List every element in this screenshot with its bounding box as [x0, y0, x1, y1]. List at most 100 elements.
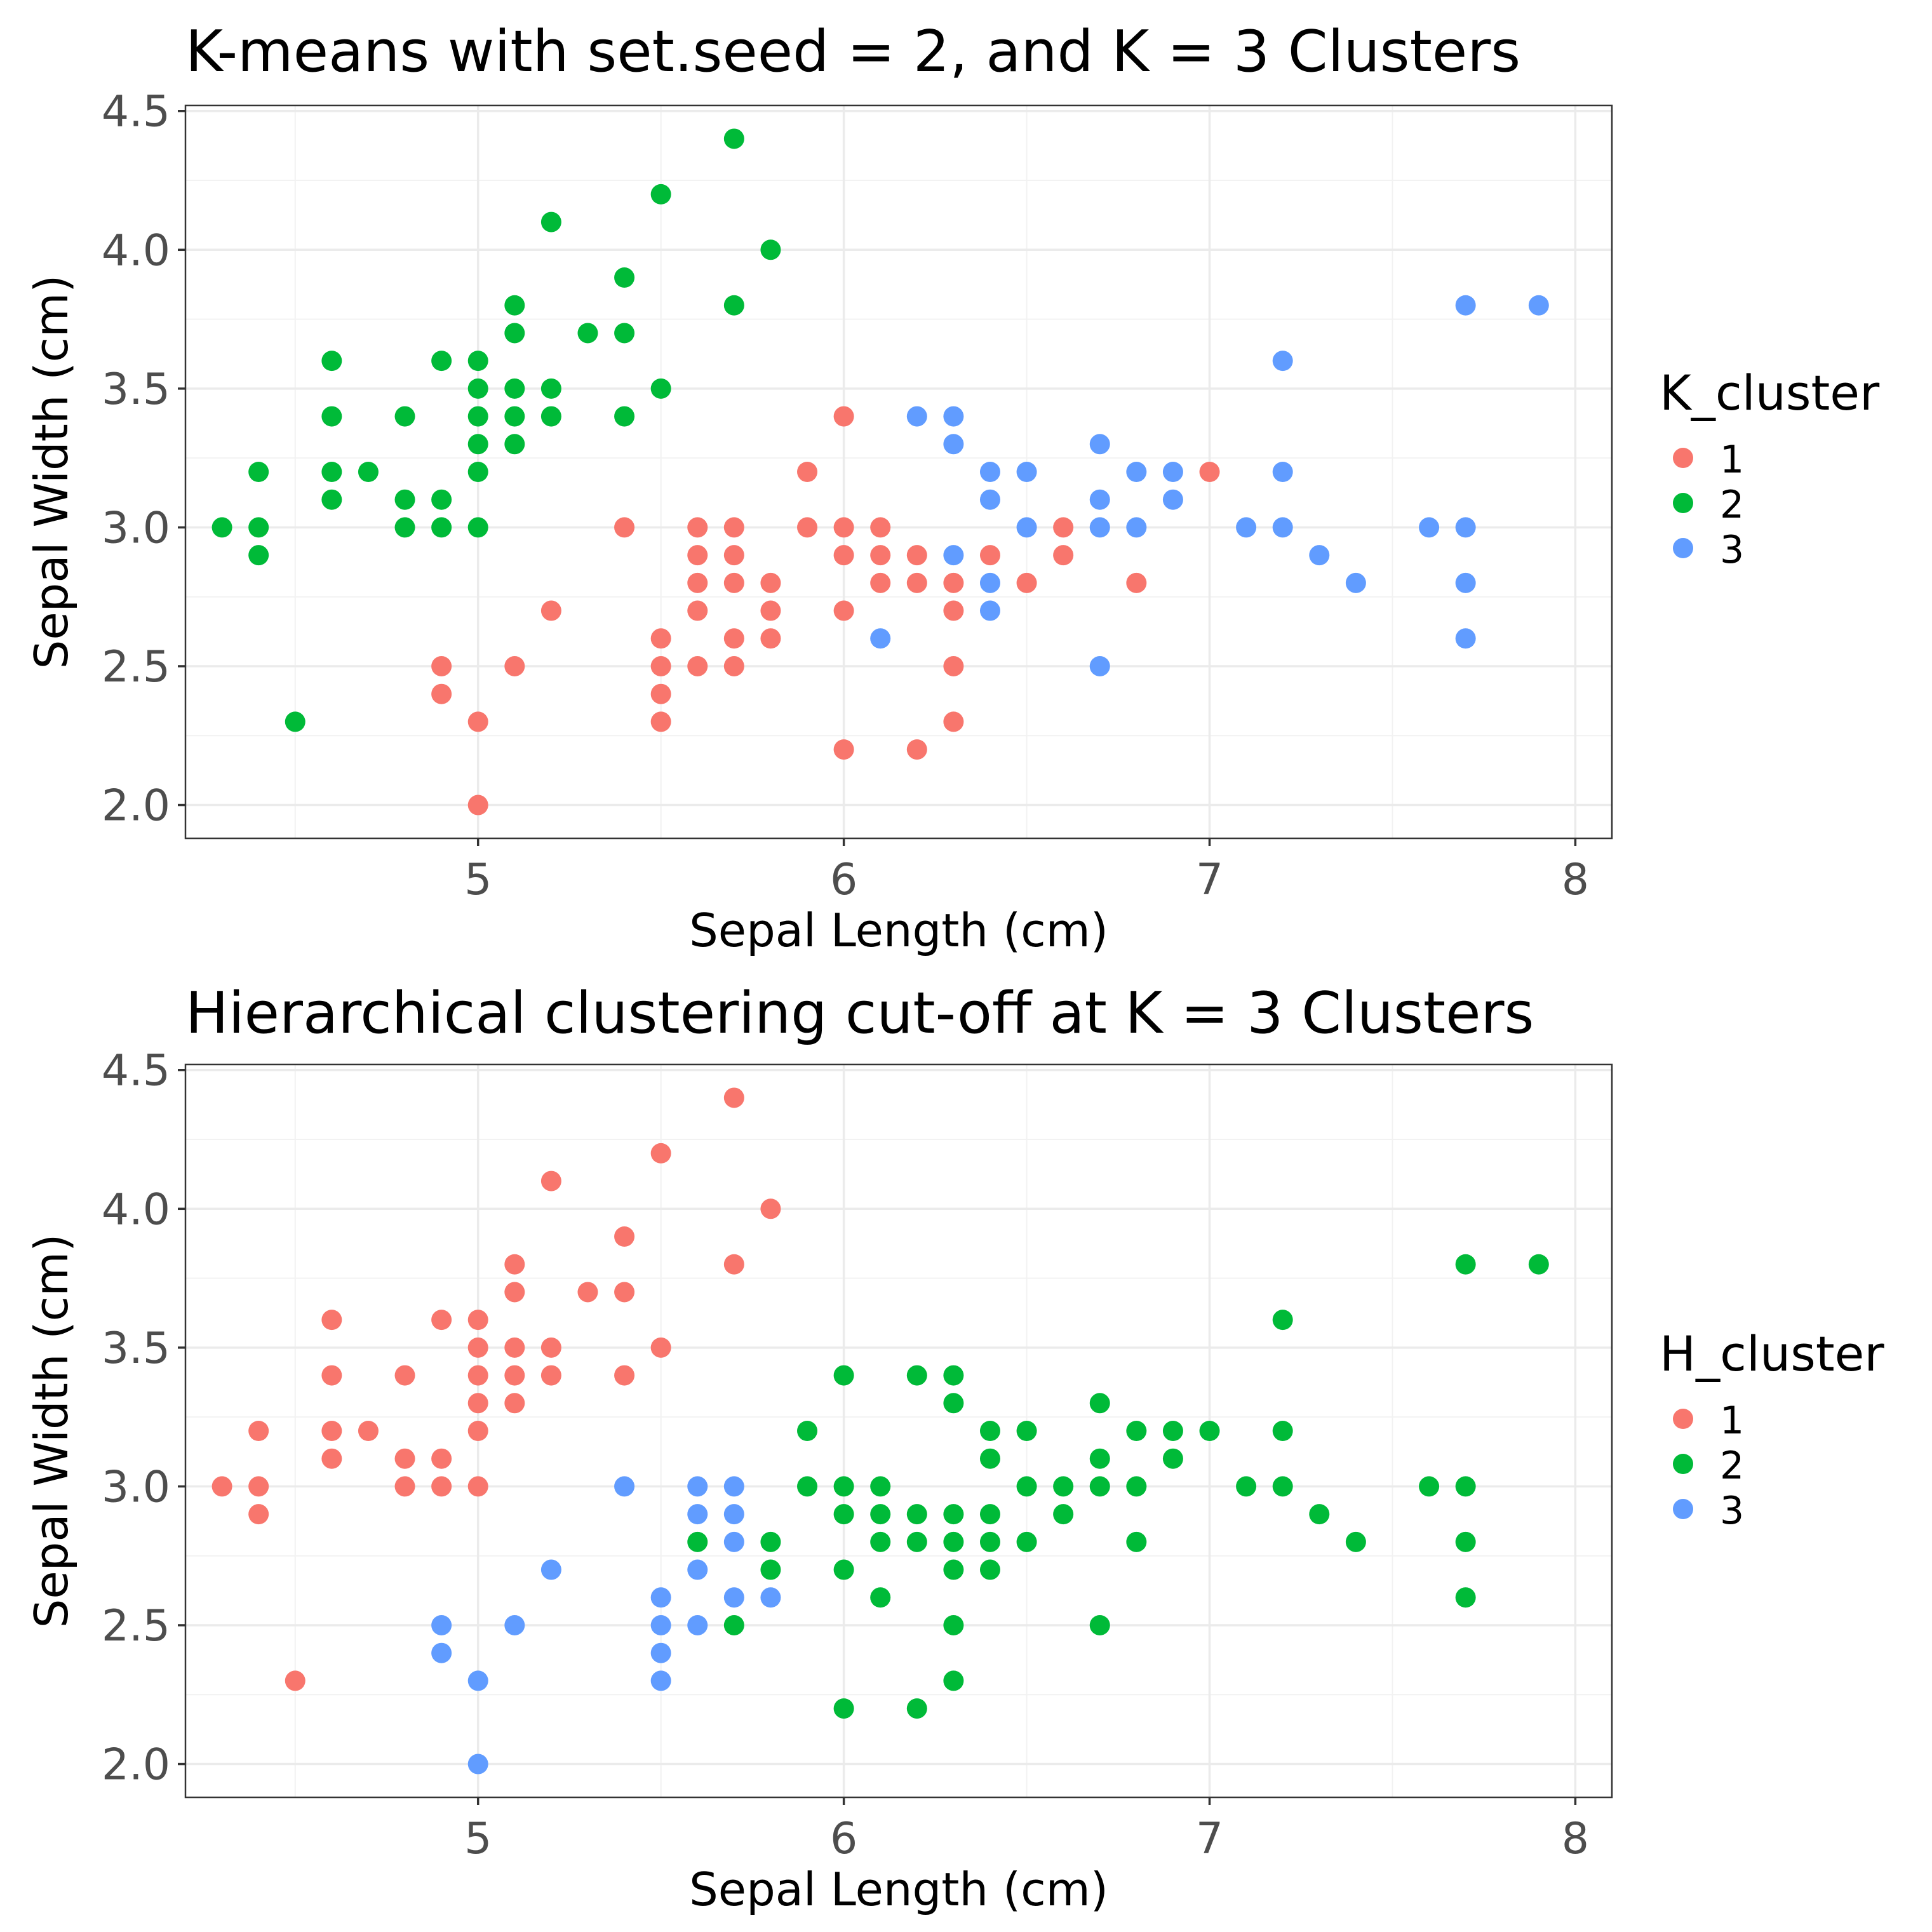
x-tick-label: 6 — [830, 855, 857, 905]
data-point — [943, 434, 964, 455]
data-point — [1455, 295, 1476, 316]
y-axis-title: Sepal Width (cm) — [25, 275, 78, 669]
data-point — [1528, 295, 1549, 316]
data-point — [1053, 1504, 1074, 1525]
data-point — [870, 1504, 891, 1525]
data-point — [870, 517, 891, 538]
data-point — [943, 655, 964, 676]
data-point — [979, 1421, 1000, 1441]
data-point — [577, 1282, 598, 1303]
data-point — [467, 1670, 488, 1691]
data-point — [687, 655, 708, 676]
data-point — [504, 295, 525, 316]
data-point — [760, 1198, 781, 1219]
data-point — [504, 1393, 525, 1414]
data-point — [979, 600, 1000, 621]
legend-label: 1 — [1720, 438, 1744, 482]
data-point — [1455, 628, 1476, 649]
data-point — [687, 545, 708, 566]
series-2-points — [211, 128, 781, 732]
data-point — [833, 1365, 854, 1386]
data-point — [321, 1448, 342, 1469]
x-tick-label: 8 — [1562, 1814, 1589, 1864]
data-point — [1126, 1421, 1147, 1441]
data-point — [1309, 1504, 1330, 1525]
data-point — [540, 406, 561, 427]
x-tick-label: 7 — [1196, 1814, 1223, 1864]
data-point — [906, 1365, 927, 1386]
chart-panel-2: Hierarchical clustering cut-off at K = 3… — [25, 980, 1884, 1916]
data-point — [321, 489, 342, 510]
data-point — [1089, 1476, 1110, 1497]
data-point — [723, 1087, 744, 1108]
data-point — [687, 1504, 708, 1525]
series-3-points — [870, 295, 1549, 676]
data-point — [760, 239, 781, 260]
data-point — [1126, 517, 1147, 538]
data-point — [1016, 517, 1037, 538]
data-point — [1016, 572, 1037, 593]
data-point — [979, 545, 1000, 566]
data-point — [285, 711, 305, 732]
data-point — [1455, 1254, 1476, 1275]
data-point — [650, 184, 671, 205]
data-point — [1162, 462, 1183, 482]
data-point — [504, 1614, 525, 1635]
data-point — [540, 600, 561, 621]
data-point — [870, 545, 891, 566]
data-point — [540, 1337, 561, 1358]
legend-title: H_cluster — [1660, 1325, 1884, 1382]
x-tick-label: 7 — [1196, 855, 1223, 905]
legend: K_cluster 123 — [1660, 365, 1880, 572]
data-point — [1455, 572, 1476, 593]
data-point — [431, 517, 452, 538]
data-point — [1089, 1614, 1110, 1635]
data-point — [1528, 1254, 1549, 1275]
data-point — [1016, 1476, 1037, 1497]
data-point — [504, 1337, 525, 1358]
data-point — [321, 462, 342, 482]
data-point — [1126, 462, 1147, 482]
data-point — [723, 517, 744, 538]
x-axis-title: Sepal Length (cm) — [689, 904, 1108, 957]
data-point — [1126, 1531, 1147, 1552]
data-point — [1345, 1531, 1366, 1552]
data-point — [943, 406, 964, 427]
data-point — [431, 1310, 452, 1331]
data-point — [723, 1504, 744, 1525]
data-point — [467, 517, 488, 538]
data-point — [979, 572, 1000, 593]
data-point — [1089, 489, 1110, 510]
data-point — [321, 1365, 342, 1386]
data-point — [723, 128, 744, 149]
data-point — [687, 1614, 708, 1635]
panel-border — [184, 1063, 1613, 1799]
legend-label: 2 — [1720, 1444, 1744, 1488]
data-point — [467, 462, 488, 482]
data-point — [723, 1254, 744, 1275]
data-point — [504, 1365, 525, 1386]
data-point — [211, 517, 232, 538]
data-point — [943, 1670, 964, 1691]
data-point — [650, 1143, 671, 1164]
data-point — [760, 1559, 781, 1580]
data-point — [1419, 517, 1440, 538]
y-axis-title: Sepal Width (cm) — [25, 1234, 78, 1628]
data-point — [979, 1448, 1000, 1469]
data-point — [833, 406, 854, 427]
data-point — [833, 600, 854, 621]
data-point — [285, 1670, 305, 1691]
data-point — [1272, 1476, 1293, 1497]
data-point — [870, 1531, 891, 1552]
data-point — [723, 1531, 744, 1552]
data-point — [979, 1504, 1000, 1525]
data-point — [833, 1698, 854, 1719]
data-point — [943, 1504, 964, 1525]
data-point — [760, 572, 781, 593]
data-point — [797, 1421, 818, 1441]
data-point — [467, 795, 488, 815]
data-point — [906, 545, 927, 566]
data-point — [687, 1531, 708, 1552]
data-point — [321, 351, 342, 372]
